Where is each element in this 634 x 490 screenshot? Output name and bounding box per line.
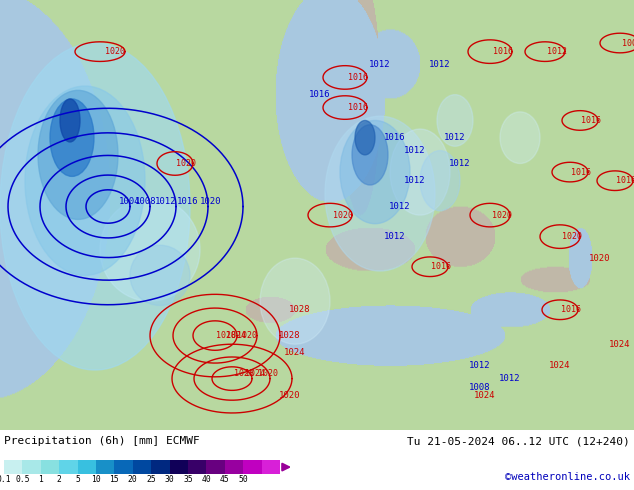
Bar <box>41 460 59 474</box>
Text: 1024: 1024 <box>226 331 246 340</box>
Text: 1012: 1012 <box>369 60 391 69</box>
Ellipse shape <box>260 258 330 344</box>
Text: 1020: 1020 <box>333 211 353 220</box>
Text: 20: 20 <box>128 475 138 484</box>
Bar <box>4 460 22 474</box>
Text: 1028: 1028 <box>289 305 311 314</box>
Bar <box>225 460 243 474</box>
Text: 1012: 1012 <box>547 47 567 56</box>
Ellipse shape <box>352 125 388 185</box>
Text: 1020: 1020 <box>238 331 257 340</box>
Bar <box>114 460 133 474</box>
Text: 1024: 1024 <box>549 361 571 370</box>
Text: 10: 10 <box>91 475 101 484</box>
Text: 1020: 1020 <box>492 211 512 220</box>
Text: ©weatheronline.co.uk: ©weatheronline.co.uk <box>505 472 630 482</box>
Text: 1028: 1028 <box>234 369 254 378</box>
Text: 1020: 1020 <box>589 254 611 263</box>
Text: 45: 45 <box>220 475 230 484</box>
Text: 1012: 1012 <box>429 60 451 69</box>
Text: 1020: 1020 <box>258 369 278 378</box>
Text: 1016: 1016 <box>616 176 634 185</box>
Text: 35: 35 <box>183 475 193 484</box>
Text: 2: 2 <box>57 475 61 484</box>
Ellipse shape <box>0 43 190 370</box>
Text: 1008: 1008 <box>469 383 491 392</box>
Text: 1016: 1016 <box>430 262 451 271</box>
Ellipse shape <box>340 121 410 224</box>
Bar <box>22 460 41 474</box>
Bar <box>188 460 207 474</box>
Text: 1012: 1012 <box>444 133 466 142</box>
Bar <box>243 460 262 474</box>
Bar <box>170 460 188 474</box>
Text: 30: 30 <box>165 475 174 484</box>
Text: 1020: 1020 <box>562 232 582 241</box>
Ellipse shape <box>420 150 460 211</box>
Text: 1004: 1004 <box>119 197 141 206</box>
Text: 1020: 1020 <box>176 159 196 168</box>
Ellipse shape <box>100 198 200 301</box>
Text: 5: 5 <box>75 475 80 484</box>
Text: 1: 1 <box>39 475 43 484</box>
Text: 1012: 1012 <box>499 374 521 383</box>
Bar <box>262 460 280 474</box>
Bar <box>96 460 114 474</box>
Bar <box>59 460 77 474</box>
Text: 1012: 1012 <box>469 361 491 370</box>
Text: 1012: 1012 <box>450 159 471 168</box>
Text: 1016: 1016 <box>309 90 331 99</box>
Text: 1020: 1020 <box>200 197 221 206</box>
Bar <box>207 460 225 474</box>
Text: Tu 21-05-2024 06..12 UTC (12+240): Tu 21-05-2024 06..12 UTC (12+240) <box>407 436 630 446</box>
Ellipse shape <box>50 99 94 176</box>
Text: 1024: 1024 <box>609 340 631 349</box>
Ellipse shape <box>38 90 118 220</box>
Ellipse shape <box>325 116 435 271</box>
Text: 1016: 1016 <box>571 168 591 176</box>
Ellipse shape <box>130 245 190 305</box>
Ellipse shape <box>390 129 450 215</box>
Ellipse shape <box>355 121 375 155</box>
Text: 1016: 1016 <box>178 197 198 206</box>
Text: 1024: 1024 <box>245 369 265 378</box>
Text: 1024: 1024 <box>474 392 496 400</box>
Text: 1016: 1016 <box>348 103 368 112</box>
Text: 0.1: 0.1 <box>0 475 11 484</box>
Text: 50: 50 <box>238 475 248 484</box>
Text: 25: 25 <box>146 475 156 484</box>
Text: 1020: 1020 <box>279 392 301 400</box>
Text: 1008: 1008 <box>135 197 157 206</box>
Text: Precipitation (6h) [mm] ECMWF: Precipitation (6h) [mm] ECMWF <box>4 436 200 446</box>
Text: 1028: 1028 <box>216 331 236 340</box>
Text: 1016: 1016 <box>561 305 581 314</box>
Text: 1012: 1012 <box>155 197 176 206</box>
Text: 1008: 1008 <box>622 39 634 48</box>
Text: 1020: 1020 <box>105 47 125 56</box>
Text: 15: 15 <box>110 475 119 484</box>
Text: 1016: 1016 <box>348 73 368 82</box>
Text: 1016: 1016 <box>581 116 601 125</box>
Text: 1024: 1024 <box>284 348 306 357</box>
Text: 1028: 1028 <box>279 331 301 340</box>
Text: 40: 40 <box>202 475 211 484</box>
Text: 1012: 1012 <box>389 202 411 211</box>
Ellipse shape <box>60 99 80 142</box>
Text: 1016: 1016 <box>493 47 513 56</box>
Bar <box>151 460 170 474</box>
Ellipse shape <box>500 112 540 164</box>
Text: 1016: 1016 <box>384 133 406 142</box>
Text: 1012: 1012 <box>404 176 426 185</box>
Text: 1012: 1012 <box>404 146 426 155</box>
Ellipse shape <box>437 95 473 147</box>
Text: 1012: 1012 <box>384 232 406 241</box>
Ellipse shape <box>25 86 145 275</box>
Bar <box>133 460 151 474</box>
Bar <box>77 460 96 474</box>
Text: 0.5: 0.5 <box>15 475 30 484</box>
